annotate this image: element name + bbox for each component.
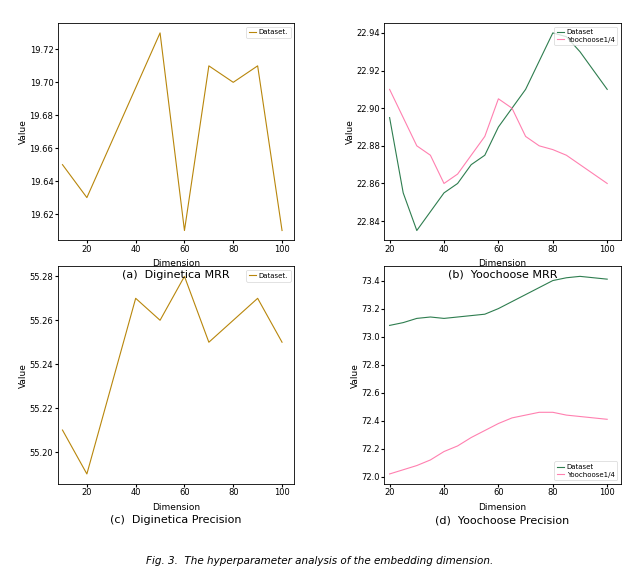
Legend: Dataset.: Dataset. — [246, 270, 291, 282]
Text: (c)  Diginetica Precision: (c) Diginetica Precision — [110, 515, 242, 525]
Text: Fig. 3.  The hyperparameter analysis of the embedding dimension.: Fig. 3. The hyperparameter analysis of t… — [147, 556, 493, 566]
Legend: Dataset, Yoochoose1/4: Dataset, Yoochoose1/4 — [554, 461, 618, 480]
Y-axis label: Value: Value — [346, 119, 355, 144]
X-axis label: Dimension: Dimension — [152, 503, 200, 511]
Text: (b)  Yoochoose MRR: (b) Yoochoose MRR — [448, 270, 557, 280]
Legend: Dataset, Yoochoose1/4: Dataset, Yoochoose1/4 — [554, 26, 618, 46]
Legend: Dataset.: Dataset. — [246, 26, 291, 38]
Y-axis label: Value: Value — [351, 363, 360, 388]
X-axis label: Dimension: Dimension — [479, 259, 527, 268]
X-axis label: Dimension: Dimension — [152, 259, 200, 268]
Y-axis label: Value: Value — [19, 363, 28, 388]
X-axis label: Dimension: Dimension — [479, 503, 527, 511]
Y-axis label: Value: Value — [19, 119, 28, 144]
Text: (d)  Yoochoose Precision: (d) Yoochoose Precision — [435, 515, 570, 525]
Text: (a)  Diginetica MRR: (a) Diginetica MRR — [122, 270, 230, 280]
